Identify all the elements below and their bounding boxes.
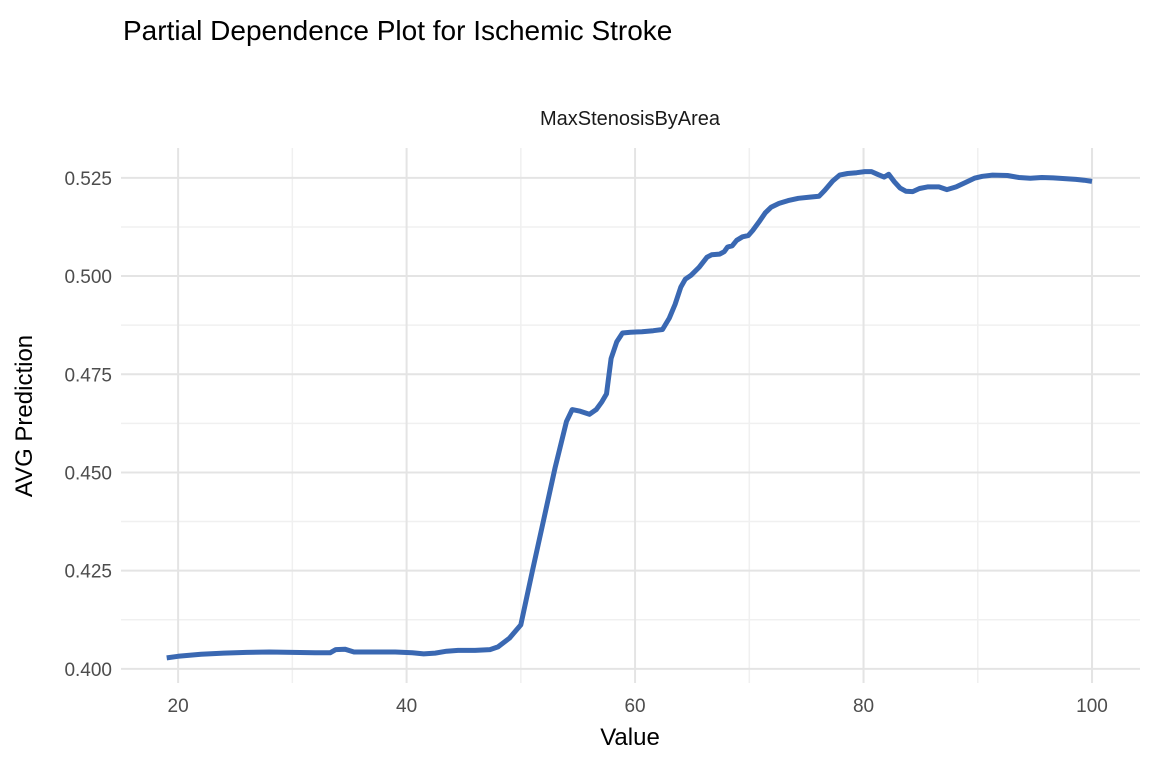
- y-axis-title: AVG Prediction: [11, 335, 38, 497]
- x-tick-label: 60: [624, 696, 645, 717]
- y-tick-label: 0.475: [64, 365, 112, 386]
- y-tick-label: 0.400: [64, 660, 112, 681]
- facet-label: MaxStenosisByArea: [540, 108, 721, 130]
- y-tick-label: 0.450: [64, 463, 112, 484]
- x-tick-label: 80: [853, 696, 874, 717]
- x-tick-label: 100: [1076, 696, 1108, 717]
- x-tick-label: 40: [396, 696, 417, 717]
- y-tick-label: 0.500: [64, 267, 112, 288]
- y-tick-label: 0.425: [64, 562, 112, 583]
- gridlines-minor: [121, 148, 1140, 683]
- pdp-line: [166, 169, 1093, 661]
- x-axis-tick-labels: 20 40 60 80 100: [168, 696, 1108, 717]
- y-tick-label: 0.525: [64, 169, 112, 190]
- y-axis-tick-labels: 0.400 0.425 0.450 0.475 0.500 0.525: [64, 169, 112, 681]
- chart-title: Partial Dependence Plot for Ischemic Str…: [123, 15, 672, 46]
- x-tick-label: 20: [168, 696, 189, 717]
- gridlines-major: [121, 148, 1140, 683]
- x-axis-title: Value: [600, 724, 660, 751]
